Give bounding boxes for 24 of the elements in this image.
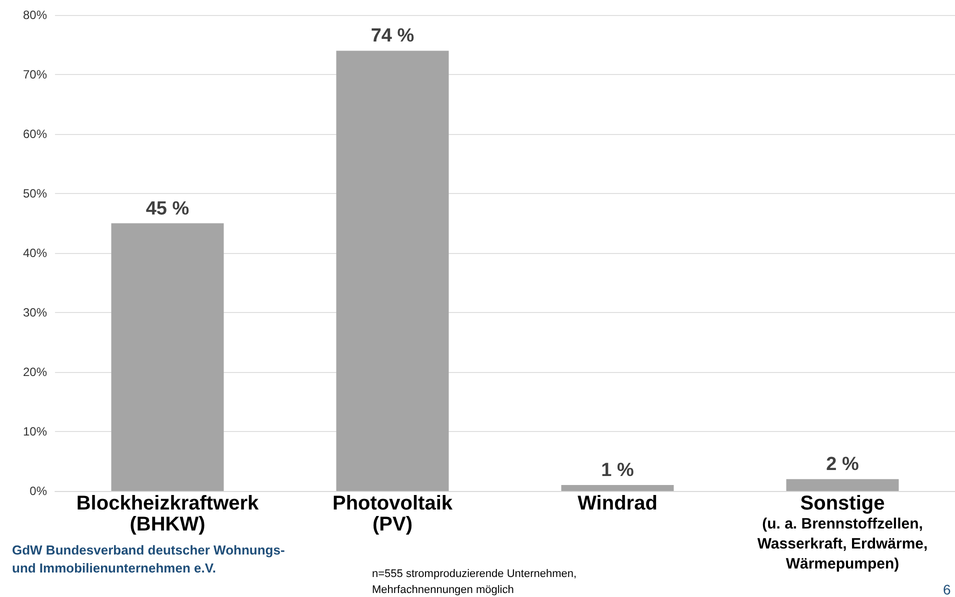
- y-tick-label: 50%: [22, 186, 48, 200]
- data-label: 45 %: [146, 198, 190, 220]
- text: n=555 stromproduzierende Unternehmen, Mehrfachnennungen möglich: [372, 568, 577, 596]
- bar: [786, 479, 899, 491]
- text: 6: [943, 582, 951, 597]
- y-tick-label: 40%: [22, 246, 48, 260]
- y-tick-label: 0%: [30, 484, 48, 498]
- x-tick-label: Windrad: [578, 492, 658, 514]
- y-tick-label: 70%: [22, 68, 48, 82]
- y-tick-label: 60%: [22, 127, 48, 141]
- y-tick-label: 20%: [22, 365, 48, 379]
- y-tick-label: 30%: [22, 306, 48, 320]
- data-label: 74 %: [370, 26, 414, 47]
- data-label: 2 %: [826, 454, 859, 476]
- y-tick-label: 10%: [22, 424, 48, 438]
- text: GdW Bundesverband deutscher Wohnungs- und Immobilienunternehmen e.V.: [12, 542, 285, 576]
- y-tick-label: 80%: [22, 8, 48, 22]
- bar: [336, 50, 449, 491]
- x-tick-label: Sonstige (u. a. Brennstoffzellen, Wasserkraft, Erdwärme, Wärmepumpen): [757, 492, 928, 572]
- x-tick-label: Photovoltaik (PV): [332, 492, 454, 536]
- bar: [561, 485, 674, 491]
- bar: [111, 223, 224, 491]
- data-label: 1 %: [601, 460, 634, 482]
- x-tick-label: Blockheizkraftwerk (BHKW): [76, 492, 260, 536]
